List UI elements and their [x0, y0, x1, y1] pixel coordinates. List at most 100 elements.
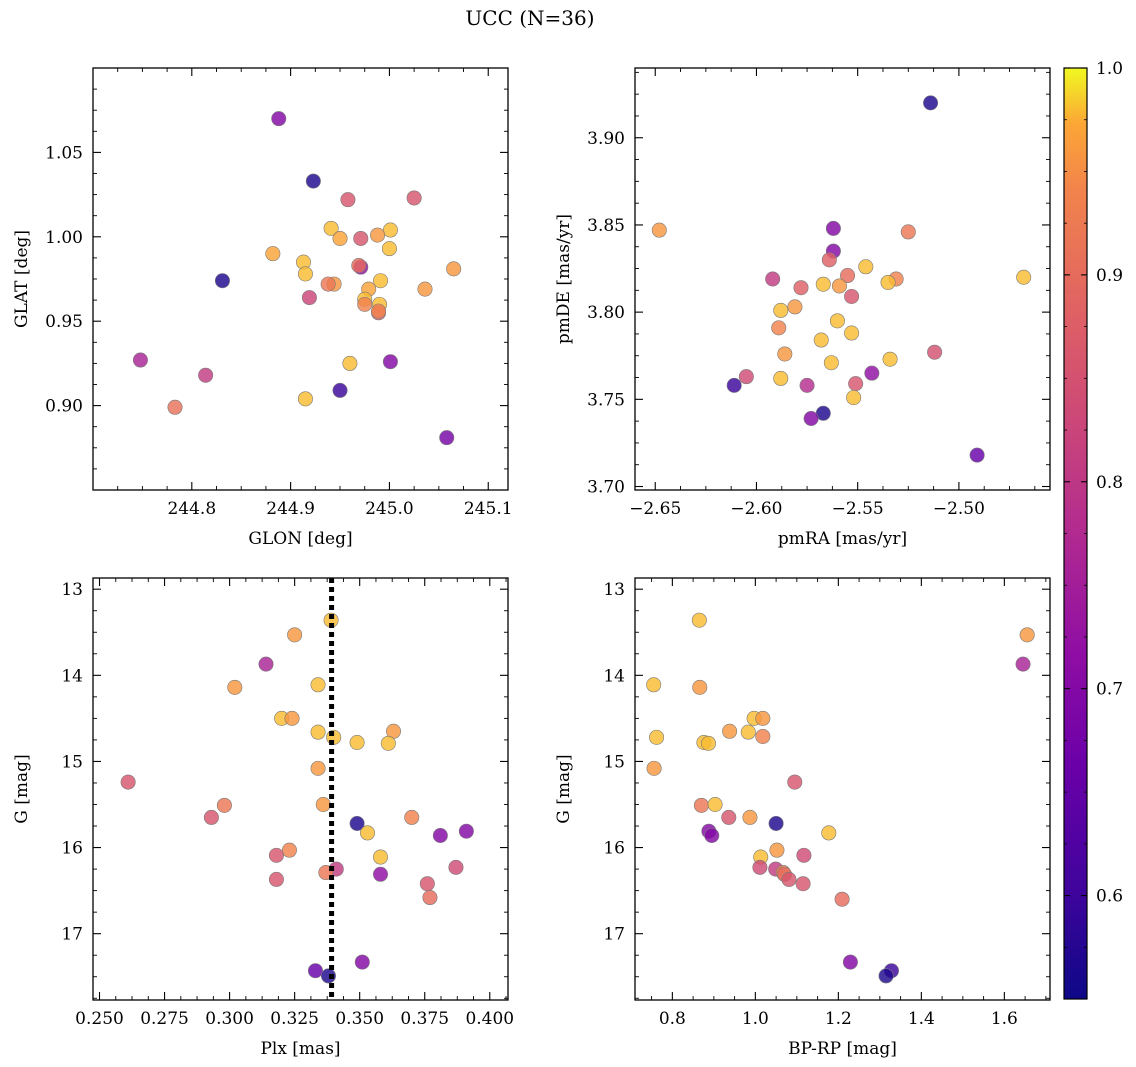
scatter-point: [404, 809, 420, 825]
scatter-point: [646, 760, 662, 776]
scatter-point: [203, 809, 219, 825]
scatter-point: [803, 411, 819, 427]
scatter-point: [821, 252, 837, 268]
scatter-point: [297, 391, 313, 407]
x-tick-label: −2.60: [730, 499, 782, 519]
scatter-point: [1019, 627, 1035, 643]
scatter-point: [651, 222, 667, 238]
scatter-point: [315, 797, 331, 813]
scatter-point: [787, 299, 803, 315]
scatter-point: [864, 365, 880, 381]
scatter-point: [417, 281, 433, 297]
y-tick-label: 3.75: [587, 390, 625, 410]
y-tick-label: 3.80: [587, 303, 625, 323]
x-axis-label: Plx [mas]: [260, 1039, 340, 1059]
panel-bprp-g: 0.8 1.0 1.2 1.4 1.6 13 14 15 16 17 BP-RP [mag] G [m…: [554, 577, 1051, 1059]
y-tick-label: 14: [603, 666, 625, 686]
y-tick-label: 15: [603, 752, 625, 772]
scatter-points: [132, 111, 462, 446]
scatter-point: [815, 276, 831, 292]
scatter-point: [268, 847, 284, 863]
scatter-point: [340, 192, 356, 208]
scatter-point: [265, 246, 281, 262]
scatter-point: [821, 825, 837, 841]
x-tick-label: 1.0: [742, 1009, 769, 1029]
scatter-point: [831, 278, 847, 294]
y-tick-label: 17: [603, 925, 625, 945]
scatter-point: [380, 735, 396, 751]
y-tick-label: 0.95: [45, 312, 83, 332]
scatter-point: [406, 190, 422, 206]
scatter-points: [646, 612, 1035, 984]
colorbar: 0.6 0.7 0.8 0.9 1.0: [1063, 59, 1123, 1000]
colorbar-tick-label: 0.7: [1096, 680, 1123, 700]
scatter-point: [882, 351, 898, 367]
ticks: [635, 578, 1050, 1000]
axes-frame: [634, 577, 1051, 1001]
x-axis-label: BP-RP [mag]: [788, 1039, 897, 1059]
scatter-point: [793, 280, 809, 296]
y-axis-label: G [mag]: [554, 754, 574, 823]
x-tick-label: 0.250: [75, 1009, 124, 1029]
colorbar-tick-label: 0.9: [1096, 266, 1123, 286]
scatter-point: [419, 876, 435, 892]
y-tick-label: 3.70: [587, 478, 625, 498]
scatter-point: [692, 679, 708, 695]
scatter-point: [693, 797, 709, 813]
scatter-point: [740, 724, 756, 740]
scatter-point: [795, 876, 811, 892]
scatter-point: [646, 677, 662, 693]
scatter-point: [878, 968, 894, 984]
y-tick-label: 3.85: [587, 216, 625, 236]
scatter-point: [320, 968, 336, 984]
x-tick-label: 244.8: [167, 499, 216, 519]
scatter-point: [649, 729, 665, 745]
x-tick-label: 0.275: [140, 1009, 189, 1029]
colorbar-tick-label: 1.0: [1096, 59, 1123, 79]
scatter-point: [258, 656, 274, 672]
scatter-point: [834, 891, 850, 907]
scatter-point: [305, 173, 321, 189]
y-tick-label: 13: [61, 580, 83, 600]
scatter-point: [297, 266, 313, 282]
axes-frame: [92, 577, 509, 1001]
x-tick-label: −2.50: [933, 499, 985, 519]
y-tick-label: 17: [61, 925, 83, 945]
scatter-point: [969, 447, 985, 463]
scatter-point: [842, 954, 858, 970]
scatter-point: [310, 677, 326, 693]
scatter-point: [448, 859, 464, 875]
y-axis-label: GLAT [deg]: [12, 230, 32, 328]
x-tick-label: 1.6: [991, 1009, 1018, 1029]
scatter-point: [227, 679, 243, 695]
scatter-point: [829, 313, 845, 329]
scatter-point: [848, 376, 864, 392]
scatter-point: [357, 296, 373, 312]
scatter-point: [446, 261, 462, 277]
scatter-point: [332, 382, 348, 398]
scatter-point: [268, 871, 284, 887]
scatter-point: [765, 271, 781, 287]
scatter-point: [823, 355, 839, 371]
scatter-point: [271, 111, 287, 127]
scatter-point: [382, 354, 398, 370]
y-tick-label: 16: [61, 839, 83, 859]
scatter-point: [332, 230, 348, 246]
scatter-point: [825, 220, 841, 236]
scatter-point: [704, 828, 720, 844]
scatter-point: [214, 273, 230, 289]
x-axis-label: pmRA [mas/yr]: [778, 529, 907, 549]
y-tick-label: 0.90: [45, 397, 83, 417]
x-tick-label: 1.2: [825, 1009, 852, 1029]
colorbar-tick-label: 0.6: [1096, 887, 1123, 907]
x-tick-label: 244.9: [266, 499, 315, 519]
scatter-point: [167, 399, 183, 415]
scatter-point: [371, 303, 387, 319]
scatter-point: [458, 823, 474, 839]
scatter-points: [651, 95, 1032, 463]
scatter-point: [132, 352, 148, 368]
panel-pmra-pmde: −2.65 −2.60 −2.55 −2.50 3.70 3.75 3.80 3.85 3.90…: [554, 67, 1051, 549]
scatter-point: [844, 325, 860, 341]
scatter-point: [323, 220, 339, 236]
